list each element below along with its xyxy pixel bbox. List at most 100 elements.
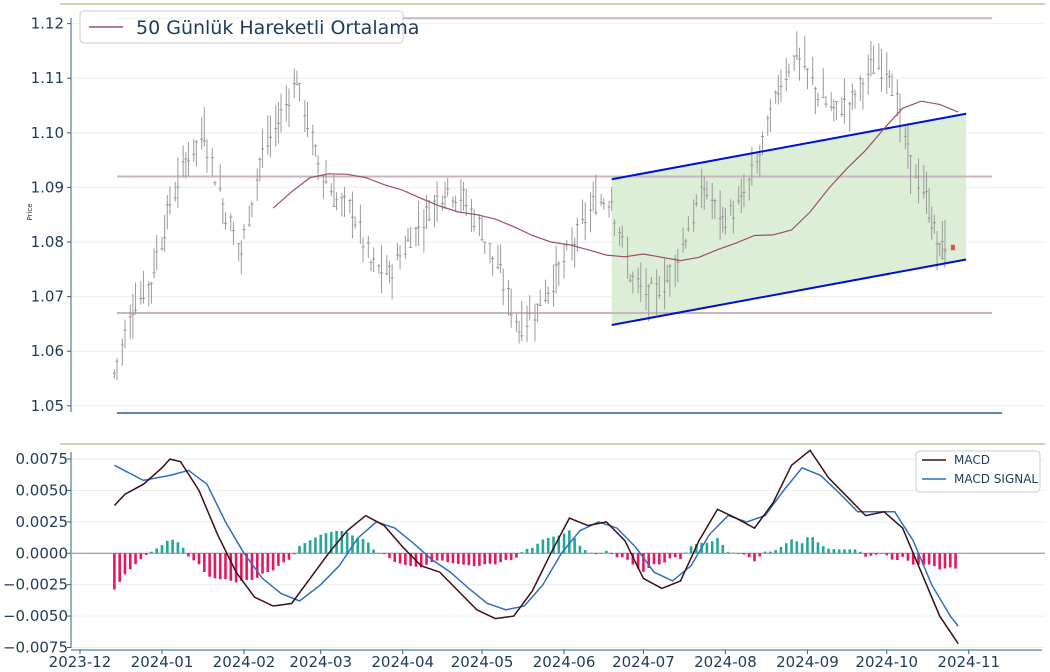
histogram-bar xyxy=(605,550,608,554)
histogram-bar xyxy=(890,553,894,560)
histogram-bar xyxy=(382,553,386,555)
histogram-bar xyxy=(948,553,952,568)
price-tick-label: 1.06 xyxy=(31,342,64,360)
date-tick-label: 2024-02 xyxy=(213,653,276,671)
histogram-bar xyxy=(525,548,529,554)
histogram-bar xyxy=(626,553,629,560)
macd-tick-label: −0.0025 xyxy=(3,576,68,594)
histogram-bar xyxy=(954,553,957,569)
histogram-bar xyxy=(864,553,867,557)
histogram-bar xyxy=(203,553,206,573)
histogram-bar xyxy=(218,553,222,580)
signal-legend-label: MACD SIGNAL xyxy=(954,472,1038,486)
histogram-bar xyxy=(224,553,227,580)
histogram-bar xyxy=(642,553,645,572)
histogram-bar xyxy=(419,553,423,568)
histogram-bar xyxy=(451,553,455,564)
histogram-bar xyxy=(308,540,312,554)
histogram-bar xyxy=(192,553,196,561)
histogram-bar xyxy=(695,543,698,554)
histogram-bar xyxy=(356,538,360,554)
histogram-bar xyxy=(261,553,264,574)
histogram-bar xyxy=(345,532,349,554)
histogram-bar xyxy=(769,551,772,554)
price-panel: 1.05 1.06 1.07 1.08 1.09 1.10 1.11 1.12 Price 50 … xyxy=(26,3,1045,415)
histogram-bar xyxy=(631,553,635,565)
histogram-bar xyxy=(409,553,412,566)
histogram-bar xyxy=(404,553,407,565)
histogram-bar xyxy=(176,542,180,554)
histogram-bar xyxy=(367,542,370,554)
histogram-bar xyxy=(541,539,545,554)
histogram-bar xyxy=(911,553,915,565)
macd-histogram xyxy=(113,530,957,590)
histogram-bar xyxy=(478,553,481,566)
histogram-bar xyxy=(668,553,672,559)
histogram-bar xyxy=(806,537,809,554)
date-tick-label: 2024-01 xyxy=(131,653,194,671)
histogram-bar xyxy=(811,537,815,554)
macd-tick-label: 0.0075 xyxy=(16,450,69,468)
histogram-bar xyxy=(430,553,434,563)
histogram-bar xyxy=(758,553,762,557)
histogram-bar xyxy=(843,549,846,554)
price-tick-label: 1.05 xyxy=(31,397,64,415)
histogram-bar xyxy=(943,553,947,569)
histogram-bar xyxy=(684,552,688,554)
histogram-bar xyxy=(377,553,381,554)
histogram-bar xyxy=(181,547,185,554)
date-tick-label: 2023-12 xyxy=(49,653,112,671)
histogram-bar xyxy=(208,553,211,577)
histogram-bar xyxy=(673,553,677,558)
histogram-bar xyxy=(610,553,613,555)
histogram-bar xyxy=(763,551,767,554)
histogram-bar xyxy=(589,552,592,554)
histogram-bar xyxy=(446,553,449,563)
histogram-bar xyxy=(150,551,153,554)
histogram-bar xyxy=(657,553,661,565)
histogram-bar xyxy=(128,553,132,570)
histogram-bar xyxy=(504,553,508,560)
date-tick-label: 2024-09 xyxy=(776,653,839,671)
histogram-bar xyxy=(165,540,169,554)
histogram-bar xyxy=(160,545,164,554)
histogram-bar xyxy=(552,536,555,554)
macd-panel: 0.0075 0.0050 0.0025 0.0000 −0.0025 −0.0050 −0… xyxy=(3,443,1045,671)
histogram-bar xyxy=(441,553,444,561)
histogram-bar xyxy=(483,553,487,565)
histogram-bar xyxy=(271,553,275,571)
histogram-bar xyxy=(896,553,899,561)
histogram-bar xyxy=(213,553,217,579)
histogram-bar xyxy=(340,530,344,554)
histogram-bar xyxy=(425,553,428,565)
histogram-bar xyxy=(827,548,830,554)
histogram-bar xyxy=(388,553,391,559)
histogram-bar xyxy=(562,533,566,554)
histogram-bar xyxy=(774,550,777,554)
histogram-bar xyxy=(663,553,666,563)
price-tick-label: 1.11 xyxy=(31,69,64,87)
macd-tick-label: −0.0075 xyxy=(3,638,68,656)
last-candle xyxy=(950,244,955,251)
histogram-bar xyxy=(319,534,323,554)
histogram-bar xyxy=(652,553,656,565)
histogram-bar xyxy=(679,553,682,560)
macd-tick-label: 0.0025 xyxy=(16,513,69,531)
histogram-bar xyxy=(520,552,524,554)
histogram-bar xyxy=(255,553,259,578)
histogram-bar xyxy=(795,541,799,554)
histogram-bar xyxy=(245,553,248,580)
histogram-bar xyxy=(509,553,513,561)
histogram-bar xyxy=(329,531,333,554)
histogram-bar xyxy=(187,553,190,557)
histogram-bar xyxy=(615,553,619,558)
histogram-bar xyxy=(493,553,497,565)
histogram-bar xyxy=(282,553,285,563)
histogram-bar xyxy=(917,553,920,565)
price-tick-label: 1.10 xyxy=(31,124,64,142)
histogram-bar xyxy=(747,553,751,558)
histogram-bar xyxy=(123,553,127,575)
histogram-bar xyxy=(134,553,137,565)
